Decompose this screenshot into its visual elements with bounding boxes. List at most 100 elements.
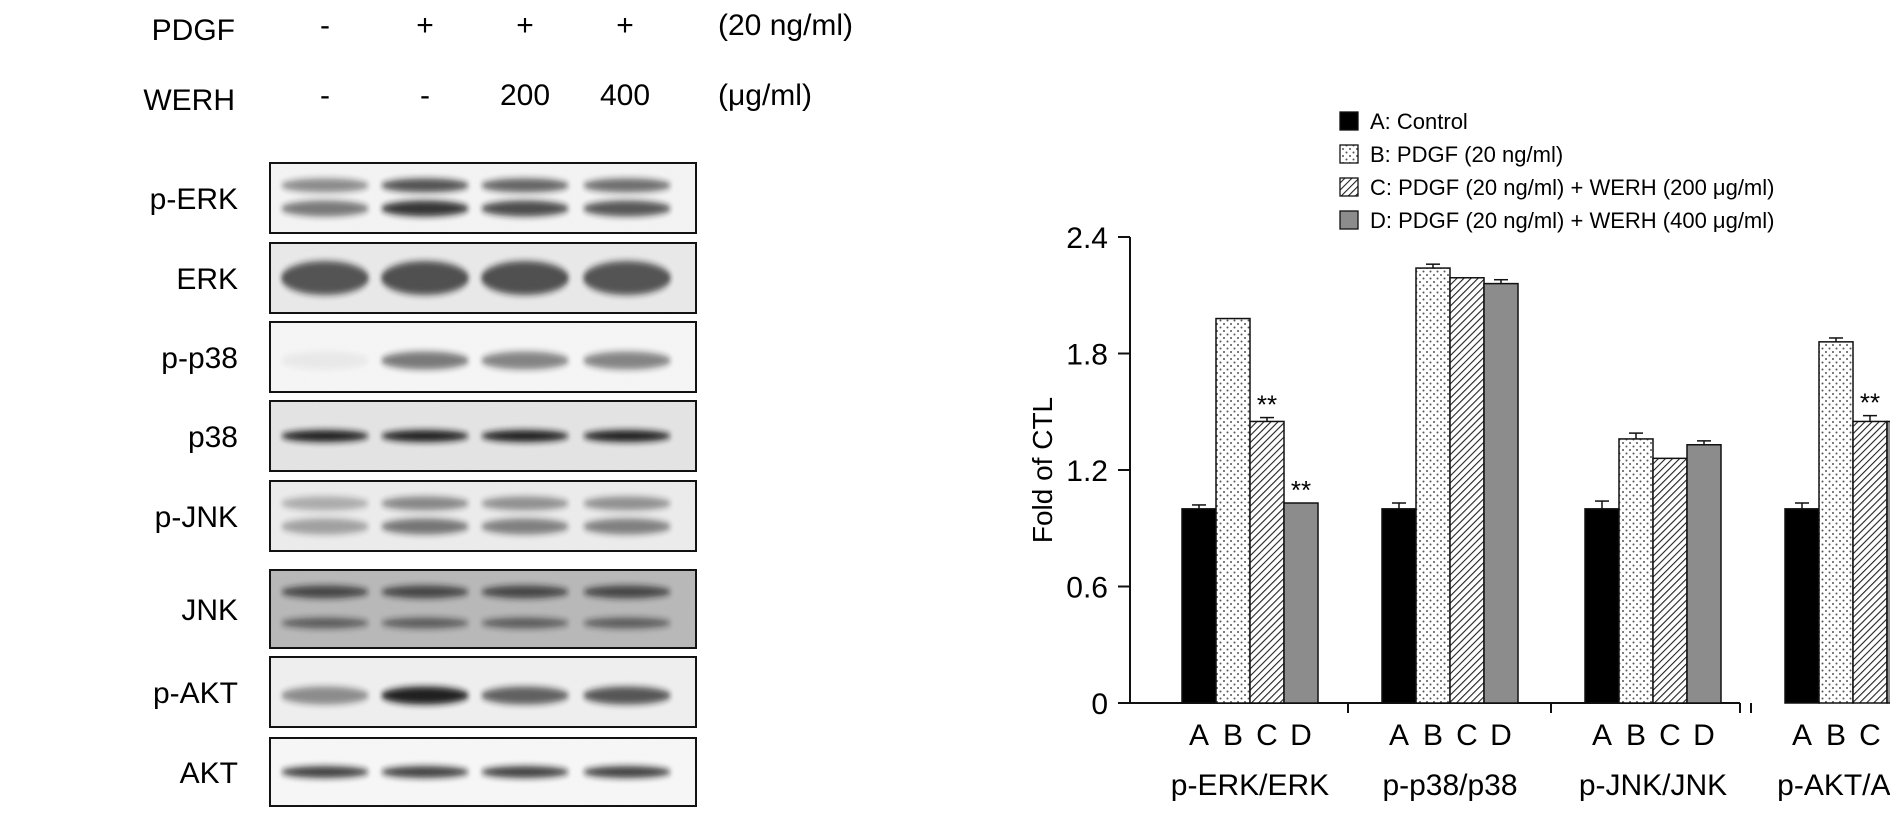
treatment-unit-0: (20 ng/ml)	[718, 9, 853, 42]
treatment-value: -	[320, 79, 330, 112]
blot-band	[481, 261, 569, 295]
blot-band	[481, 686, 569, 705]
legend-swatch-c	[1339, 177, 1359, 197]
blot-band	[481, 766, 569, 778]
blot-band	[583, 430, 671, 442]
treatment-value: +	[616, 9, 634, 42]
blot-label: p-AKT	[153, 677, 238, 710]
blot-band	[583, 585, 671, 599]
x-category-label: C	[1256, 719, 1278, 752]
legend-swatch-b	[1339, 144, 1359, 164]
blot-band	[281, 617, 369, 629]
x-category-label: A	[1792, 719, 1812, 752]
blot-band	[481, 518, 569, 535]
blot-band	[481, 200, 569, 217]
blot-band	[583, 351, 671, 370]
blot-band	[381, 261, 469, 295]
blot-band	[481, 178, 569, 193]
x-category-label: D	[1490, 719, 1512, 752]
blot-strip-noise	[270, 481, 696, 551]
treatment-value: +	[516, 9, 534, 42]
blot-label: p-JNK	[155, 501, 238, 534]
treatment-value: 200	[500, 79, 550, 112]
treatment-label-1: WERH	[143, 84, 235, 117]
western-blot-panel: PDGF - + + + (20 ng/ml) WERH - - 200 400 (μg/ml) p-E…	[0, 0, 900, 828]
bar-c	[1449, 277, 1485, 704]
x-category-label: B	[1223, 719, 1243, 752]
blot-band	[281, 766, 369, 778]
x-category-label: C	[1456, 719, 1478, 752]
blot-row-p-p38: p-p38	[161, 321, 697, 393]
x-category-label: A	[1592, 719, 1612, 752]
blot-band	[281, 261, 369, 295]
blot-band	[583, 261, 671, 295]
western-blot-figure: PDGF - + + + (20 ng/ml) WERH - - 200 400 (μg/ml) p-E…	[143, 9, 853, 807]
blot-band	[281, 178, 369, 193]
blot-label: JNK	[181, 594, 238, 627]
blot-row-p-erk: p-ERK	[150, 162, 697, 234]
bar-a	[1584, 508, 1620, 704]
blot-row-p-akt: p-AKT	[153, 656, 697, 728]
blot-band	[281, 496, 369, 511]
blot-band	[381, 518, 469, 535]
blot-band	[481, 430, 569, 442]
blot-band	[583, 686, 671, 705]
blot-band	[481, 496, 569, 511]
blot-strip-noise	[270, 163, 696, 233]
bar-b	[1415, 267, 1451, 704]
blot-row-jnk: JNK	[181, 569, 697, 649]
bar-a	[1381, 508, 1417, 704]
blot-band	[381, 617, 469, 629]
treatment-value: 400	[600, 79, 650, 112]
blot-label: p-p38	[161, 342, 238, 375]
x-category-label: D	[1693, 719, 1715, 752]
blot-band	[381, 585, 469, 599]
significance-marker: **	[1860, 388, 1880, 418]
treatment-value: +	[416, 9, 434, 42]
blot-band	[583, 617, 671, 629]
blot-band	[481, 617, 569, 629]
treatment-value: -	[320, 9, 330, 42]
bar-a	[1181, 508, 1217, 704]
treatment-label-0: PDGF	[152, 14, 235, 47]
x-group-label: p-ERK/ERK	[1171, 769, 1329, 802]
x-category-label: B	[1626, 719, 1646, 752]
x-category-label: A	[1189, 719, 1209, 752]
blot-band	[583, 200, 671, 217]
x-group-label: p-AKT/AKT	[1777, 769, 1890, 802]
x-category-label: B	[1423, 719, 1443, 752]
significance-marker: **	[1291, 475, 1311, 505]
legend-label: A: Control	[1370, 109, 1468, 134]
bar-c	[1249, 420, 1285, 704]
blot-band	[281, 200, 369, 217]
blot-band	[281, 686, 369, 705]
x-group-label: p-JNK/JNK	[1579, 769, 1727, 802]
y-tick-label: 1.8	[1066, 339, 1108, 372]
blot-band	[381, 430, 469, 442]
blot-band	[481, 585, 569, 599]
blot-band	[281, 585, 369, 599]
blot-band	[583, 496, 671, 511]
blot-band	[381, 496, 469, 511]
y-tick-label: 2.4	[1066, 222, 1108, 255]
x-group-label: p-p38/p38	[1382, 769, 1517, 802]
legend-swatch-d	[1339, 210, 1359, 230]
blot-band	[381, 766, 469, 778]
blot-band	[583, 178, 671, 193]
bar-b	[1618, 438, 1654, 704]
treatment-unit-1: (μg/ml)	[718, 79, 812, 112]
y-tick-label: 1.2	[1066, 455, 1108, 488]
x-category-label: D	[1290, 719, 1312, 752]
blot-row-p-jnk: p-JNK	[155, 480, 697, 552]
blot-row-akt: AKT	[180, 737, 697, 807]
legend-label: C: PDGF (20 ng/ml) + WERH (200 μg/ml)	[1370, 175, 1774, 200]
bar-d	[1483, 282, 1519, 704]
bar-b	[1818, 341, 1854, 704]
blot-strip-noise	[270, 570, 696, 648]
treatment-value: -	[420, 79, 430, 112]
y-axis-label: Fold of CTL	[1027, 397, 1058, 543]
bar-d	[1886, 420, 1890, 704]
blot-band	[381, 178, 469, 193]
